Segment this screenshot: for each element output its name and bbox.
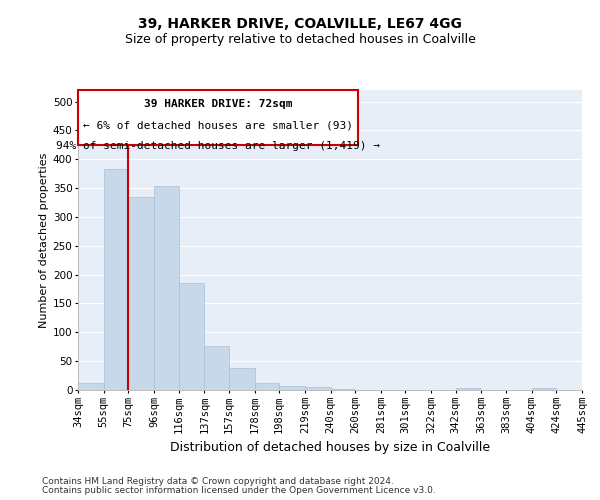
Bar [532, 388, 556, 390]
Bar [254, 383, 279, 390]
Bar [279, 386, 305, 390]
Bar [229, 368, 254, 390]
Bar [205, 346, 229, 390]
Text: Contains HM Land Registry data © Crown copyright and database right 2024.: Contains HM Land Registry data © Crown c… [42, 477, 394, 486]
Bar [104, 169, 128, 390]
FancyBboxPatch shape [78, 90, 358, 145]
Text: 94% of semi-detached houses are larger (1,419) →: 94% of semi-detached houses are larger (… [56, 141, 380, 151]
Bar [78, 383, 104, 390]
Text: 39, HARKER DRIVE, COALVILLE, LE67 4GG: 39, HARKER DRIVE, COALVILLE, LE67 4GG [138, 18, 462, 32]
Bar [179, 284, 205, 390]
Bar [305, 387, 331, 390]
X-axis label: Distribution of detached houses by size in Coalville: Distribution of detached houses by size … [170, 442, 490, 454]
Y-axis label: Number of detached properties: Number of detached properties [38, 152, 49, 328]
Bar [128, 196, 154, 390]
Text: Contains public sector information licensed under the Open Government Licence v3: Contains public sector information licen… [42, 486, 436, 495]
Bar [154, 186, 179, 390]
Bar [331, 389, 355, 390]
Text: ← 6% of detached houses are smaller (93): ← 6% of detached houses are smaller (93) [83, 120, 353, 130]
Text: Size of property relative to detached houses in Coalville: Size of property relative to detached ho… [125, 32, 475, 46]
Bar [455, 388, 481, 390]
Text: 39 HARKER DRIVE: 72sqm: 39 HARKER DRIVE: 72sqm [143, 99, 292, 109]
